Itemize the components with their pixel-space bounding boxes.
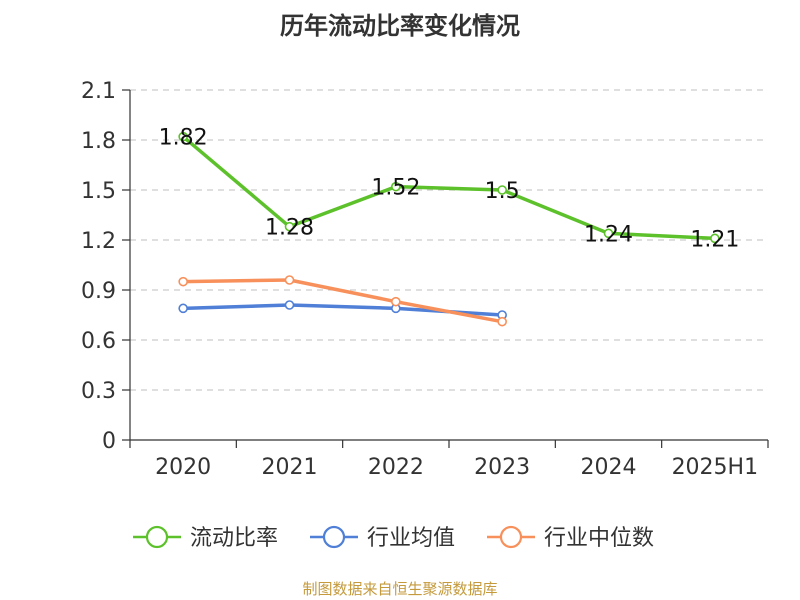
data-point (284, 275, 295, 285)
x-tick-label: 2022 (368, 455, 424, 480)
data-label: 1.21 (690, 227, 739, 252)
data-label: 1.24 (584, 222, 633, 247)
y-tick-label: 1.5 (81, 179, 116, 204)
x-tick-label: 2023 (474, 455, 530, 480)
data-point (497, 185, 507, 195)
data-label: 1.28 (265, 216, 314, 241)
legend-marker-2 (499, 525, 523, 549)
data-point (497, 316, 507, 327)
data-point (710, 233, 720, 244)
data-point (178, 131, 188, 142)
data-point (178, 276, 188, 287)
legend-label-1: 行业均值 (367, 526, 455, 551)
data-point (391, 181, 401, 192)
legend-marker-1 (322, 525, 346, 549)
x-tick-label: 2021 (262, 455, 318, 480)
data-point (284, 221, 295, 232)
legend-label-0: 流动比率 (190, 526, 278, 551)
y-tick-label: 1.2 (81, 229, 116, 254)
data-point (391, 296, 401, 307)
source-note: 制图数据来自恒生聚源数据库 (302, 580, 498, 598)
y-tick-label: 0.9 (81, 279, 116, 304)
series-line-0 (182, 135, 715, 241)
data-label: 1.52 (371, 176, 420, 201)
series-line-2 (183, 278, 503, 324)
chart-title: 历年流动比率变化情况 (280, 12, 520, 40)
data-point (284, 300, 295, 310)
legend-label-2: 行业中位数 (544, 526, 654, 551)
y-tick-label: 0 (102, 429, 116, 454)
y-tick-label: 0.6 (81, 329, 116, 354)
x-tick-label: 2024 (581, 455, 637, 480)
data-label: 1.82 (159, 126, 208, 151)
data-label: 1.5 (485, 179, 520, 204)
y-tick-label: 2.1 (81, 79, 116, 104)
x-tick-label: 2020 (155, 455, 211, 480)
y-tick-label: 0.3 (81, 379, 116, 404)
y-tick-label: 1.8 (81, 129, 116, 154)
x-tick-label: 2025H1 (672, 455, 759, 480)
legend-marker-0 (145, 525, 169, 549)
data-point (178, 303, 188, 314)
data-point (603, 228, 614, 239)
